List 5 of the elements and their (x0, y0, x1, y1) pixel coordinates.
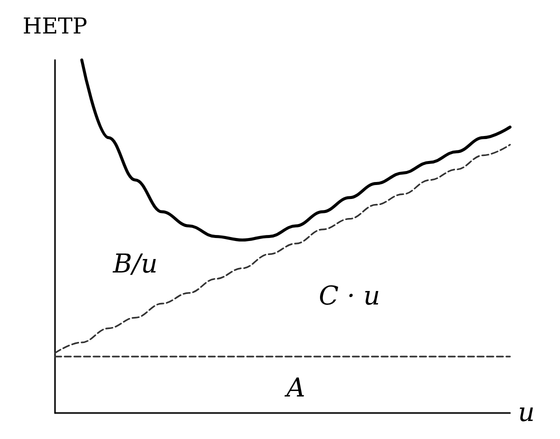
annotation: B/u (112, 250, 158, 280)
x-axis-title: u (518, 398, 535, 428)
annotation: A (284, 373, 306, 404)
annotation: C · u (318, 282, 380, 312)
y-axis-title: HETP (22, 14, 88, 40)
